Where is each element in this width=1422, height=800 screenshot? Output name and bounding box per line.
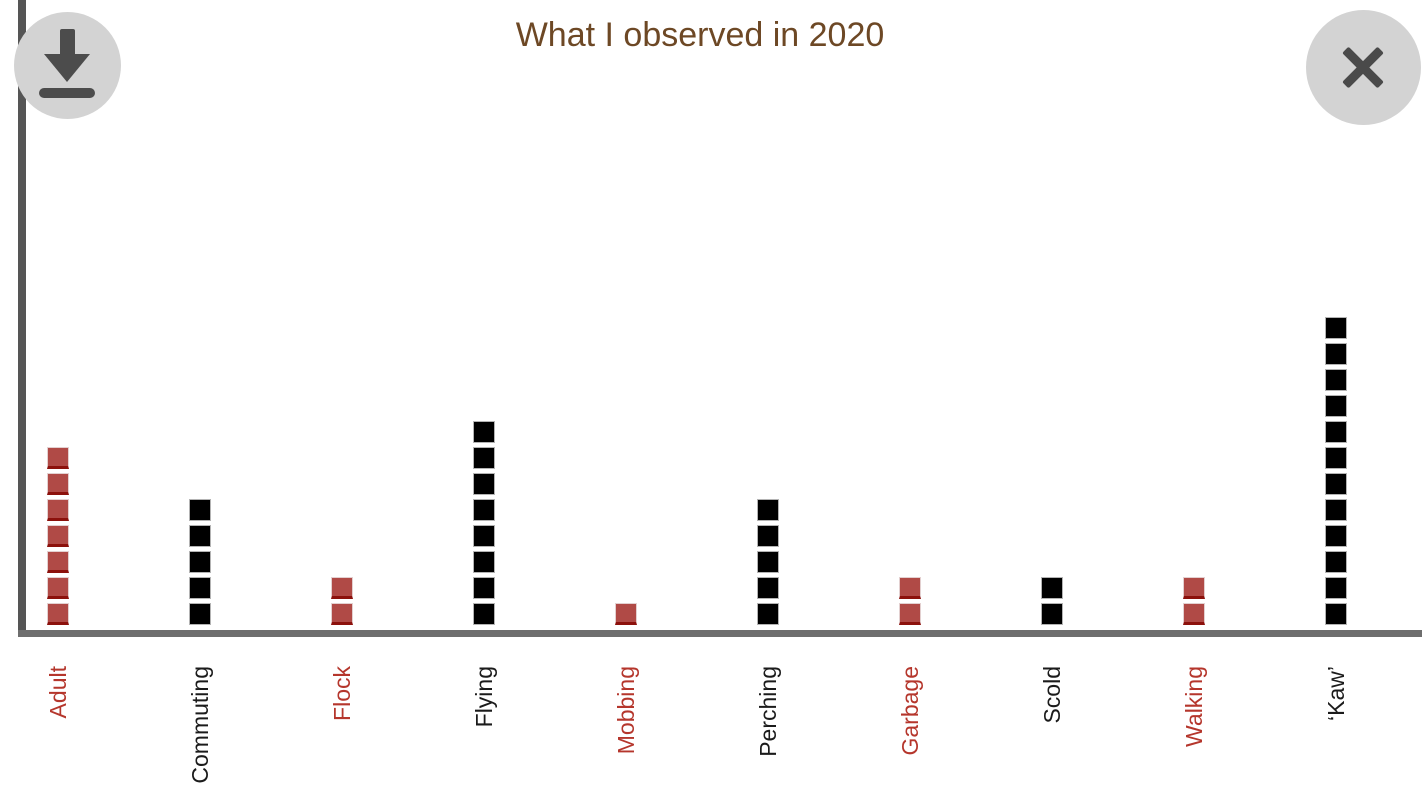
x-label-kaw: ‘Kaw’ [1323,666,1350,721]
waffle-square [1041,603,1064,625]
waffle-square [1325,369,1348,391]
waffle-square [1325,473,1348,495]
waffle-square [330,603,353,625]
waffle-square [472,603,495,625]
x-axis-line [18,630,1422,637]
bar-kaw [1325,317,1348,625]
waffle-square [46,577,69,599]
x-label-flying: Flying [470,666,497,728]
waffle-square [757,525,779,547]
waffle-square [757,499,779,521]
bar-flying [472,421,495,625]
waffle-square [1325,421,1348,443]
x-label-mobbing: Mobbing [612,666,639,755]
waffle-square [1325,577,1348,599]
x-label-scold: Scold [1039,666,1066,724]
waffle-square [1325,525,1348,547]
waffle-square [46,551,69,573]
bar-mobbing [614,603,637,625]
waffle-square [1183,577,1206,599]
waffle-square [1325,343,1348,365]
x-label-commuting: Commuting [186,666,213,784]
waffle-square [1325,317,1348,339]
x-label-perching: Perching [755,666,781,757]
waffle-square [188,603,211,625]
waffle-square [472,499,495,521]
bar-perching [757,499,779,625]
waffle-square [1041,577,1064,599]
waffle-square [1325,551,1348,573]
waffle-square [472,421,495,443]
bar-garbage [899,577,922,625]
x-label-walking: Walking [1181,666,1208,747]
download-button[interactable] [14,12,121,119]
waffle-square [46,525,69,547]
bar-commuting [188,499,211,625]
bar-walking [1183,577,1206,625]
waffle-square [1325,395,1348,417]
waffle-square [757,551,779,573]
waffle-square [1325,447,1348,469]
y-axis-line [18,0,26,637]
waffle-square [1325,499,1348,521]
waffle-square [1325,603,1348,625]
x-label-flock: Flock [328,666,355,721]
waffle-square [188,499,211,521]
waffle-square [188,577,211,599]
waffle-square [46,447,69,469]
bar-adult [46,447,69,625]
waffle-square [1183,603,1206,625]
x-label-garbage: Garbage [897,666,924,756]
waffle-square [46,499,69,521]
waffle-square [899,603,922,625]
waffle-square [46,603,69,625]
close-button[interactable] [1306,10,1421,125]
bar-scold [1041,577,1064,625]
bar-flock [330,577,353,625]
waffle-square [330,577,353,599]
waffle-square [472,577,495,599]
waffle-square [472,551,495,573]
waffle-square [472,447,495,469]
waffle-square [899,577,922,599]
chart-title: What I observed in 2020 [515,16,885,54]
waffle-square [757,577,779,599]
close-icon [1306,10,1421,125]
waffle-square [188,525,211,547]
waffle-square [614,603,637,625]
waffle-square [188,551,211,573]
x-label-adult: Adult [44,666,71,719]
download-icon [14,12,121,119]
waffle-square [472,473,495,495]
waffle-square [757,603,779,625]
waffle-square [472,525,495,547]
waffle-square [46,473,69,495]
